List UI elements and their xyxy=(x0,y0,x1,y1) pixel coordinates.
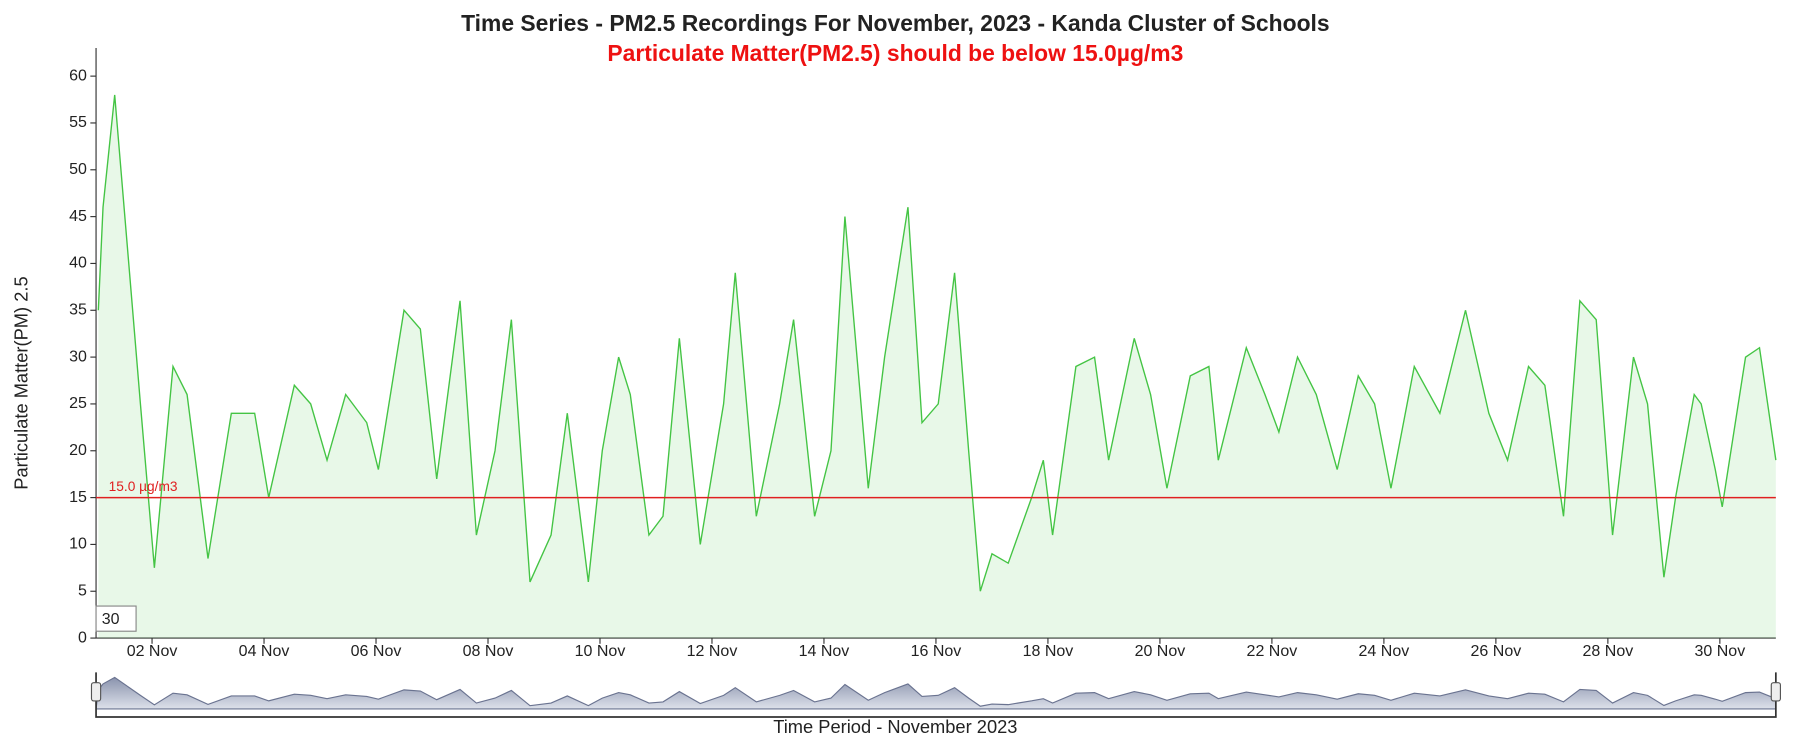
x-tick-label: 04 Nov xyxy=(239,643,290,660)
y-tick-label: 55 xyxy=(69,114,87,131)
threshold-label: 15.0 µg/m3 xyxy=(109,479,178,494)
x-tick-label: 26 Nov xyxy=(1471,643,1522,660)
x-axis-label: Time Period - November 2023 xyxy=(773,716,1017,737)
x-tick-label: 12 Nov xyxy=(687,643,738,660)
y-axis-label: Particulate Matter(PM) 2.5 xyxy=(11,276,32,489)
area xyxy=(98,94,1776,639)
chart-subtitle: Particulate Matter(PM2.5) should be belo… xyxy=(607,40,1183,66)
x-tick-label: 02 Nov xyxy=(127,643,178,660)
x-tick-label: 22 Nov xyxy=(1247,643,1298,660)
y-tick-label: 45 xyxy=(69,208,87,225)
x-tick-label: 06 Nov xyxy=(351,643,402,660)
rolling-input[interactable] xyxy=(95,605,137,632)
y-tick-label: 30 xyxy=(69,348,87,365)
y-tick-label: 50 xyxy=(69,161,87,178)
y-tick-label: 35 xyxy=(69,301,87,318)
x-tick-label: 28 Nov xyxy=(1583,643,1634,660)
y-tick-label: 5 xyxy=(78,582,87,599)
y-tick-label: 40 xyxy=(69,255,87,272)
range-handle[interactable] xyxy=(1770,682,1781,702)
range-selector-area xyxy=(95,676,1777,710)
plot-area: 0 5 10 15 20 25 30 35 40 45 50 55 60 02 Nov 04 Nov 06 N… xyxy=(69,48,1777,660)
x-tick-label: 24 Nov xyxy=(1359,643,1410,660)
rolling-period[interactable]: 30 xyxy=(102,611,120,628)
y-tick-label: 60 xyxy=(69,67,87,84)
x-tick-label: 30 Nov xyxy=(1695,643,1746,660)
x-tick-label: 14 Nov xyxy=(799,643,850,660)
chart-title: Time Series - PM2.5 Recordings For Novem… xyxy=(461,10,1330,36)
y-tick-label: 15 xyxy=(69,489,87,506)
x-tick-label: 16 Nov xyxy=(911,643,962,660)
x-tick-label: 08 Nov xyxy=(463,643,514,660)
line xyxy=(97,94,1777,592)
x-tick-label: 18 Nov xyxy=(1023,643,1074,660)
y-tick-label: 0 xyxy=(78,629,87,646)
y-tick-label: 20 xyxy=(69,442,87,459)
y-tick-label: 25 xyxy=(69,395,87,412)
range-handle[interactable] xyxy=(90,682,102,702)
y-tick-label: 10 xyxy=(69,536,87,553)
x-tick-label: 10 Nov xyxy=(575,643,626,660)
x-tick-label: 20 Nov xyxy=(1135,643,1186,660)
